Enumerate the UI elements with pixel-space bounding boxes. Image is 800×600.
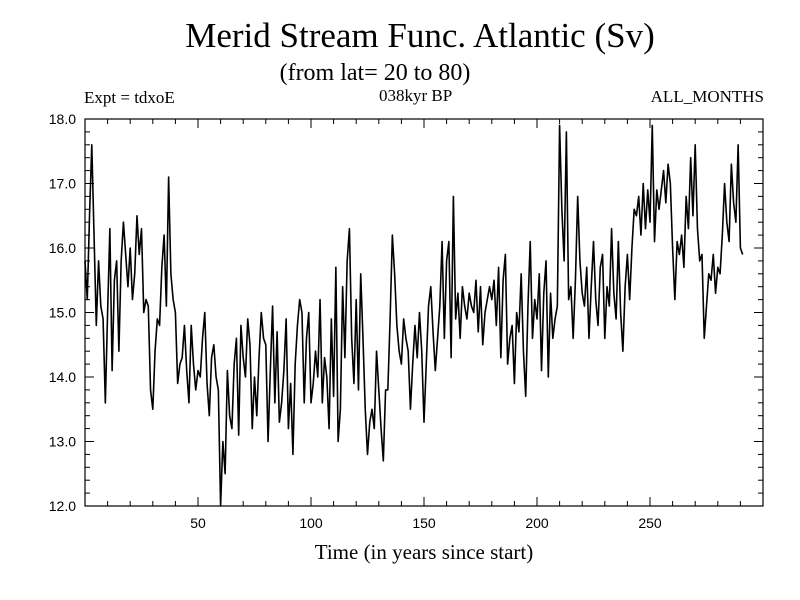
chart-title: Merid Stream Func. Atlantic (Sv) xyxy=(185,16,655,55)
x-axis-label: Time (in years since start) xyxy=(314,540,534,564)
y-tick-label: 16.0 xyxy=(49,240,76,256)
months-label: ALL_MONTHS xyxy=(650,87,764,106)
chart-subtitle: (from lat= 20 to 80) xyxy=(279,60,471,86)
series-line xyxy=(84,124,744,507)
axis-ticks xyxy=(85,119,763,506)
experiment-label: Expt = tdxoE xyxy=(84,88,175,107)
x-tick-label: 200 xyxy=(525,515,549,531)
y-tick-label: 15.0 xyxy=(49,305,76,321)
y-tick-label: 18.0 xyxy=(49,111,76,127)
y-tick-label: 14.0 xyxy=(49,369,76,385)
x-tick-label: 50 xyxy=(190,515,206,531)
y-tick-label: 17.0 xyxy=(49,176,76,192)
x-tick-label: 250 xyxy=(638,515,662,531)
y-tick-label: 12.0 xyxy=(49,498,76,514)
era-label: 038kyr BP xyxy=(379,86,453,105)
x-tick-label: 100 xyxy=(299,515,323,531)
y-tick-label: 13.0 xyxy=(49,434,76,450)
plot-frame xyxy=(84,118,764,507)
x-tick-label: 150 xyxy=(412,515,436,531)
axis-tick-labels: 50 100 150 200 250 12.0 13.0 14.0 15.0 16.0 17.0 18… xyxy=(49,111,662,531)
